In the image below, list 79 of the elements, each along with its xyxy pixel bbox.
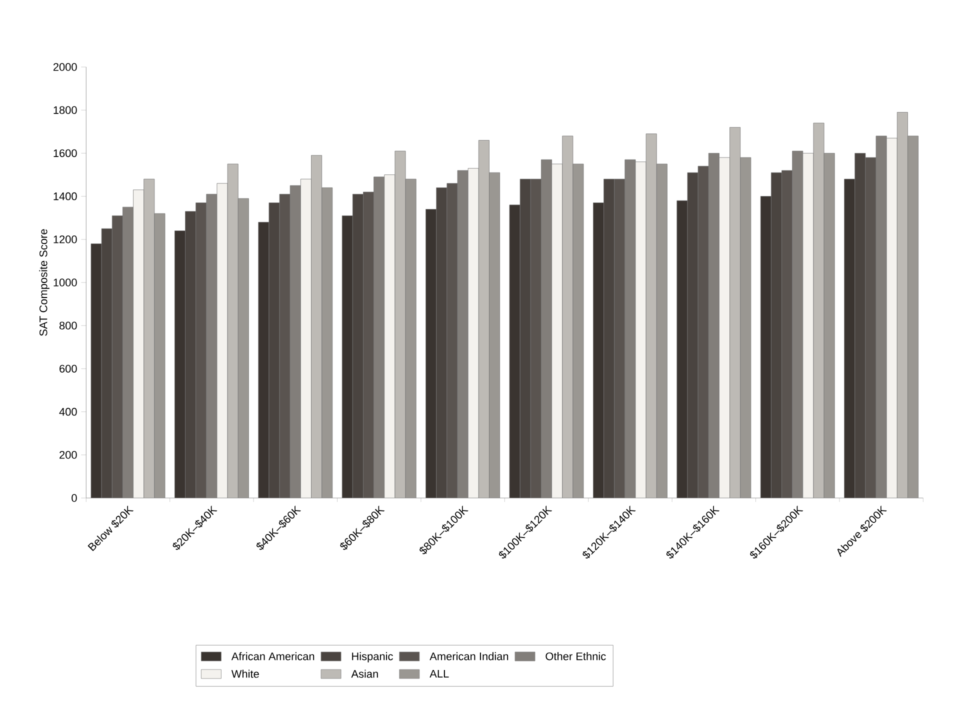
bar	[468, 168, 479, 498]
legend-label: Hispanic	[352, 652, 393, 662]
bar	[489, 172, 500, 498]
bar	[614, 178, 626, 498]
bar	[436, 187, 448, 498]
bar	[896, 112, 908, 498]
y-tick-label: 1800	[54, 106, 77, 114]
legend-label: Asian	[351, 670, 378, 678]
y-tick-label: 200	[60, 451, 77, 459]
bar	[854, 152, 866, 498]
bar	[394, 150, 406, 498]
legend-label: White	[231, 670, 259, 678]
bar	[656, 164, 668, 498]
bar	[446, 183, 458, 498]
bar	[342, 215, 353, 498]
bar	[300, 178, 312, 498]
bar	[322, 187, 333, 498]
bar	[687, 172, 698, 498]
y-tick-label: 0	[72, 494, 77, 502]
bar	[572, 164, 584, 498]
bar	[352, 194, 364, 498]
bar	[196, 202, 207, 498]
bar	[279, 194, 290, 498]
y-tick-label: 800	[59, 322, 77, 330]
bar	[562, 136, 574, 498]
y-axis-title: SAT Composite Score	[39, 229, 50, 336]
y-tick-label: 600	[60, 364, 77, 373]
y-tick-label: 2000	[53, 63, 77, 71]
bar	[552, 164, 563, 498]
bar	[886, 138, 898, 498]
bar	[509, 204, 520, 498]
y-tick-label: 1600	[54, 149, 77, 158]
bar	[635, 162, 646, 498]
bar	[216, 183, 228, 498]
bar	[530, 178, 542, 498]
y-tick-label: 1000	[54, 278, 77, 286]
bar	[101, 228, 112, 498]
legend-label: African American	[231, 652, 314, 660]
legend-label: ALL	[430, 670, 449, 678]
bar	[844, 178, 856, 498]
bar	[384, 174, 396, 498]
bar	[144, 178, 155, 498]
bar	[133, 190, 144, 498]
bar	[112, 215, 123, 498]
bar	[268, 202, 280, 498]
bar	[782, 170, 793, 498]
bar	[593, 202, 604, 498]
y-tick-label: 1400	[54, 192, 77, 200]
bar	[478, 140, 490, 498]
bar	[908, 136, 918, 498]
bar	[865, 157, 876, 498]
bar	[238, 198, 249, 498]
y-tick-label: 400	[59, 408, 77, 416]
y-tick-label: 1200	[54, 236, 77, 244]
bar	[730, 127, 741, 498]
bar	[258, 222, 270, 498]
bar	[676, 200, 688, 498]
bar	[740, 157, 752, 498]
bar	[405, 178, 416, 498]
legend-label: Other Ethnic	[546, 652, 606, 660]
bar	[227, 164, 238, 498]
bar	[770, 172, 782, 498]
bar	[426, 209, 437, 498]
bar	[174, 230, 186, 498]
bar	[363, 192, 374, 498]
bar	[824, 152, 835, 498]
bar	[520, 178, 531, 498]
bar	[760, 196, 772, 498]
bar	[802, 152, 814, 498]
bar	[185, 211, 196, 498]
bar	[90, 244, 102, 498]
legend-label: American Indian	[430, 652, 508, 660]
bar	[154, 213, 166, 498]
bar	[813, 122, 824, 498]
bar	[718, 157, 730, 498]
bar	[698, 166, 709, 498]
bar	[604, 178, 615, 498]
bar	[646, 134, 657, 498]
bar	[311, 155, 322, 498]
